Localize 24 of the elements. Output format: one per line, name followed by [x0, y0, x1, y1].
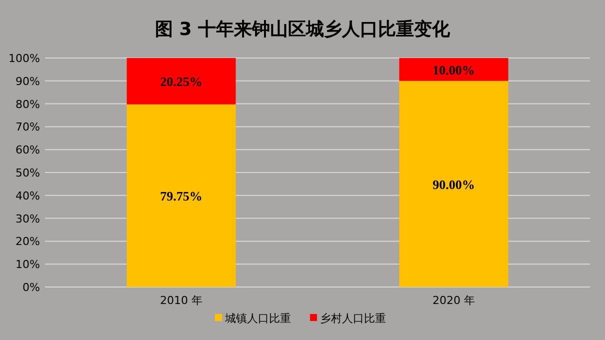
y-tick-label: 90% — [16, 74, 40, 88]
data-label: 10.00% — [432, 62, 475, 78]
chart-title: 图 3 十年来钟山区城乡人口比重变化 — [154, 19, 452, 40]
y-tick-label: 80% — [16, 98, 40, 111]
y-tick-label: 70% — [16, 120, 40, 134]
bar — [126, 58, 236, 104]
bar — [399, 80, 508, 287]
y-tick-label: 10% — [16, 258, 40, 272]
x-tick-label: 2010 年 — [160, 294, 202, 307]
y-tick-label: 50% — [16, 166, 40, 180]
y-tick-label: 0% — [22, 281, 40, 294]
data-label: 20.25% — [160, 74, 202, 90]
y-tick-label: 20% — [16, 235, 40, 248]
y-tick-label: 60% — [16, 144, 40, 157]
legend-label: 城镇人口比重 — [224, 312, 291, 325]
y-tick-label: 30% — [16, 212, 40, 226]
data-label: 90.00% — [432, 176, 475, 192]
data-label: 79.75% — [160, 188, 202, 204]
x-tick-label: 2020 年 — [432, 294, 475, 307]
legend-label: 乡村人口比重 — [320, 312, 386, 325]
y-tick-label: 100% — [8, 52, 40, 65]
y-tick-label: 40% — [16, 189, 40, 202]
bar — [126, 104, 236, 287]
bar — [399, 58, 508, 81]
